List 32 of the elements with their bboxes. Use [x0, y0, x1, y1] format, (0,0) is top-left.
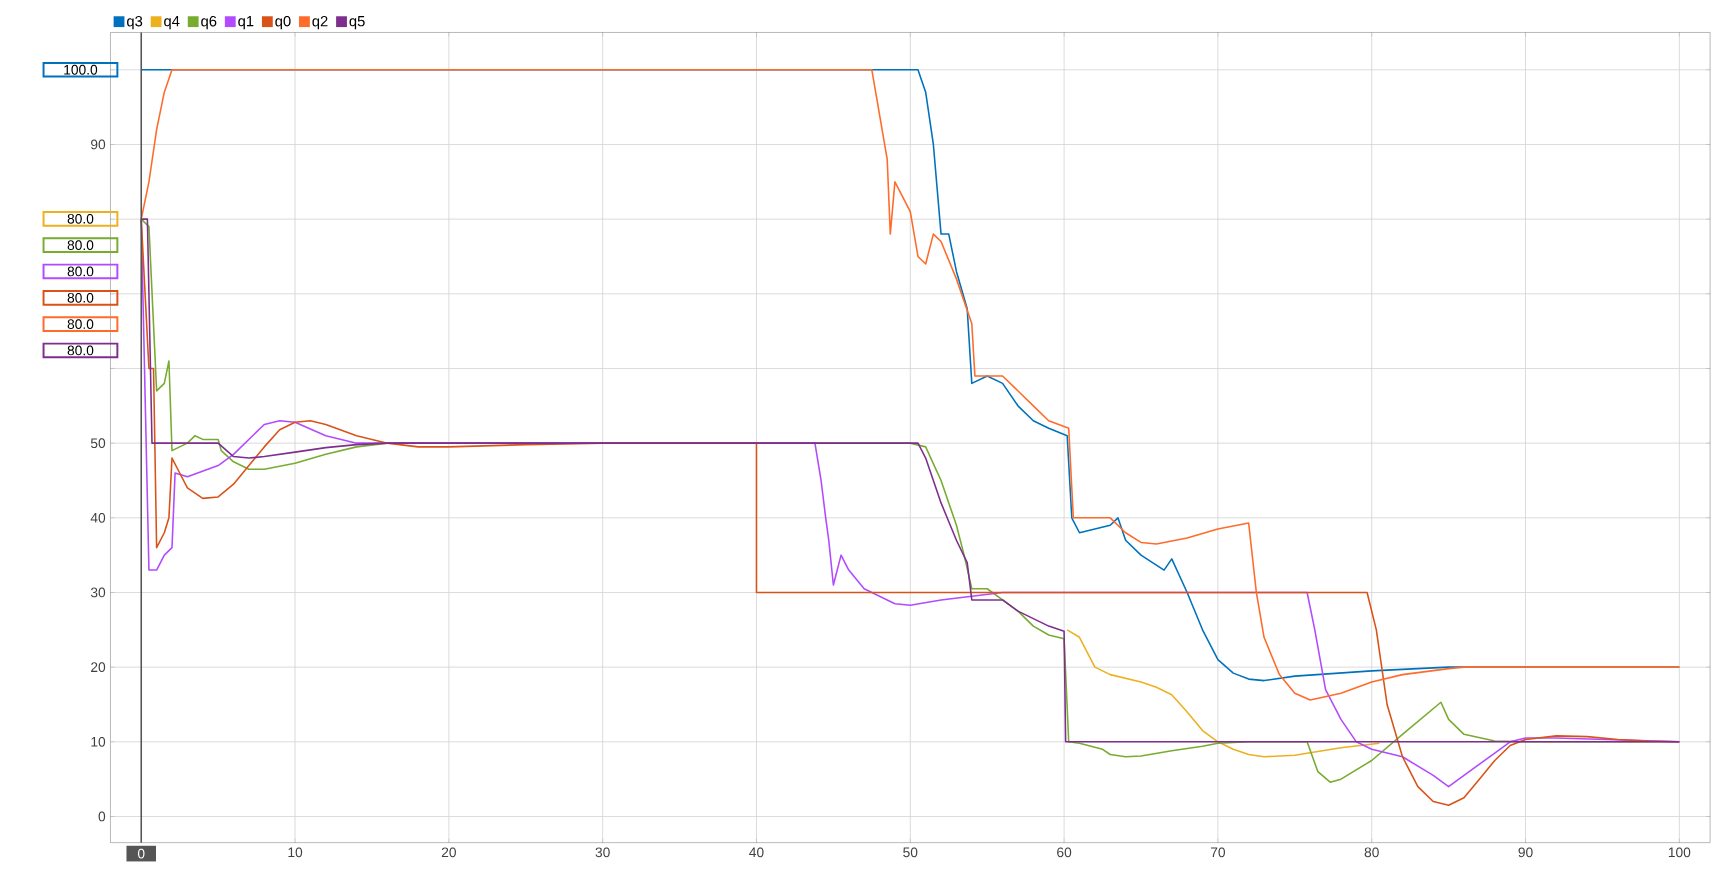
x-tick-label: 70 [1210, 847, 1226, 858]
text: 80.0 [67, 266, 94, 277]
legend-label: q1 [238, 16, 254, 30]
y-tick-label: 10 [91, 736, 106, 747]
x-tick-label: 10 [288, 847, 303, 858]
x-tick-label: 80 [1364, 847, 1379, 858]
x-tick-label: 90 [1518, 847, 1533, 858]
y-tick-label: 50 [90, 438, 106, 449]
x-tick-label: 60 [1057, 847, 1072, 858]
legend-label: q0 [275, 15, 291, 30]
x-tick-label: 20 [441, 847, 456, 858]
x-tick-label: 100 [1668, 847, 1691, 858]
legend-label: q5 [349, 16, 365, 30]
x-tick-label: 50 [903, 847, 918, 858]
y-tick-label: 0 [98, 811, 106, 822]
text: 80.0 [67, 345, 94, 356]
x-tick-label: 30 [595, 847, 610, 858]
y-tick-label: 40 [90, 512, 106, 523]
text: 80.0 [67, 319, 94, 330]
text: 100.0 [64, 64, 98, 75]
y-tick-label: 20 [91, 662, 106, 673]
x-tick-label: 40 [749, 847, 764, 858]
legend-label: q4 [164, 16, 180, 30]
legend-label: q6 [201, 15, 217, 30]
text: 80.0 [67, 292, 94, 303]
legend-label: q2 [312, 15, 328, 30]
text: 80.0 [67, 213, 94, 224]
y-tick-label: 90 [91, 139, 106, 150]
text: 80.0 [67, 240, 94, 251]
ref-line-label: 0 [137, 848, 145, 859]
y-tick-label: 30 [90, 587, 106, 598]
legend-label: q3 [127, 15, 143, 30]
